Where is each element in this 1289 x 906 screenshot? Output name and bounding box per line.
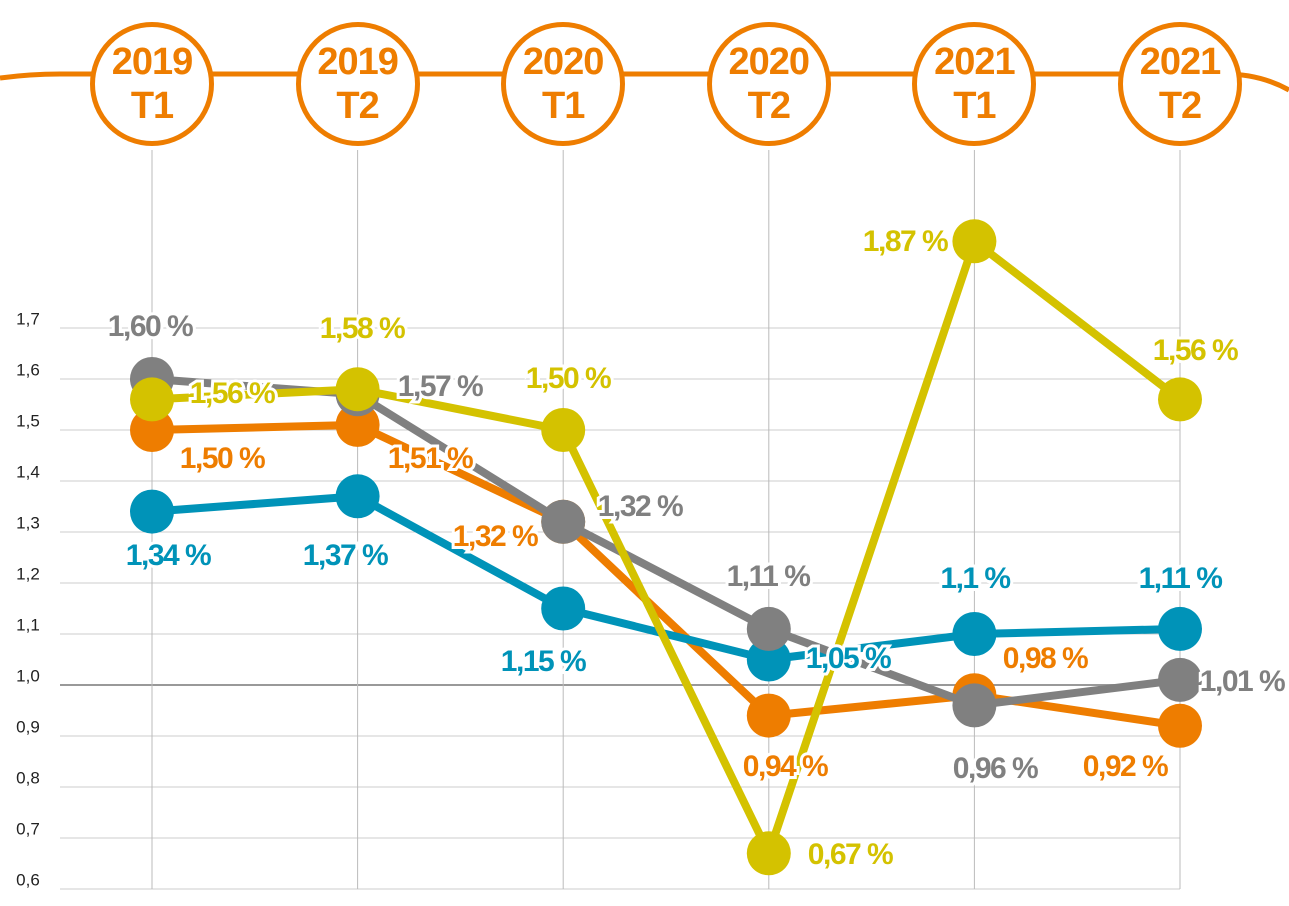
data-label: 1,32 % xyxy=(598,490,683,523)
data-point xyxy=(746,831,791,876)
data-point xyxy=(335,367,380,412)
y-tick-label: 1,5 xyxy=(16,411,40,430)
data-label: 0,67 % xyxy=(808,838,893,871)
y-tick-label: 1,6 xyxy=(16,360,40,379)
y-tick-label: 1,3 xyxy=(16,513,40,532)
y-tick-label: 1,0 xyxy=(16,666,40,685)
data-point xyxy=(1158,606,1202,651)
data-label: 1,50 % xyxy=(180,442,265,475)
y-tick-label: 0,6 xyxy=(16,870,40,889)
y-tick-label: 0,7 xyxy=(16,819,40,838)
series-line xyxy=(151,237,1183,858)
data-label: 1,01 % xyxy=(1200,665,1285,698)
data-point xyxy=(541,586,586,631)
data-label: 0,98 % xyxy=(1003,642,1088,675)
data-label: 1,87 % xyxy=(863,225,948,258)
data-label: 0,96 % xyxy=(953,752,1038,785)
data-point xyxy=(746,693,791,738)
data-point xyxy=(335,402,380,447)
data-point xyxy=(541,499,586,544)
y-tick-label: 1,4 xyxy=(16,462,40,481)
y-tick-label: 0,9 xyxy=(16,717,40,736)
data-point xyxy=(952,683,997,728)
y-tick-label: 1,7 xyxy=(16,309,40,328)
data-label: 1,11 % xyxy=(727,560,811,593)
category-label: 2020 T1 xyxy=(501,22,626,146)
data-label: 0,92 % xyxy=(1083,750,1168,783)
y-tick-label: 1,2 xyxy=(16,564,40,583)
data-point xyxy=(1158,377,1202,422)
data-label: 1,05 % xyxy=(806,642,891,675)
data-label: 1,15 % xyxy=(501,645,586,678)
y-tick-label: 1,1 xyxy=(16,615,40,634)
data-label: 1,50 % xyxy=(526,362,611,395)
category-label: 2019 T2 xyxy=(295,22,420,146)
data-label: 1,11 % xyxy=(1139,562,1223,595)
category-label: 2019 T1 xyxy=(90,22,214,146)
data-label: 1,60 % xyxy=(108,310,193,343)
data-point xyxy=(541,408,586,452)
data-point xyxy=(952,612,997,656)
data-label: 1,58 % xyxy=(320,312,405,345)
data-label: 1,37 % xyxy=(303,539,388,572)
category-label: 2020 T2 xyxy=(706,22,831,146)
data-point xyxy=(130,377,174,422)
data-label: 1,51 % xyxy=(388,442,473,475)
data-point xyxy=(130,408,174,452)
y-tick-label: 0,8 xyxy=(16,768,40,787)
data-point xyxy=(335,474,380,519)
category-label: 2021 T1 xyxy=(912,22,1037,146)
data-label: 1,32 % xyxy=(453,520,538,553)
data-label: 1,57 % xyxy=(398,370,483,403)
data-point xyxy=(952,219,997,264)
category-label: 2021 T2 xyxy=(1118,22,1242,146)
data-point xyxy=(1158,657,1202,702)
data-label: 1,56 % xyxy=(190,377,275,410)
data-point xyxy=(746,606,791,651)
data-label: 1,34 % xyxy=(126,539,211,572)
data-label: 1,56 % xyxy=(1153,334,1238,367)
data-point xyxy=(1158,703,1202,748)
data-label: 1,1 % xyxy=(940,562,1010,595)
data-point xyxy=(746,637,791,682)
data-point xyxy=(130,489,174,534)
data-label: 0,94 % xyxy=(743,750,828,783)
